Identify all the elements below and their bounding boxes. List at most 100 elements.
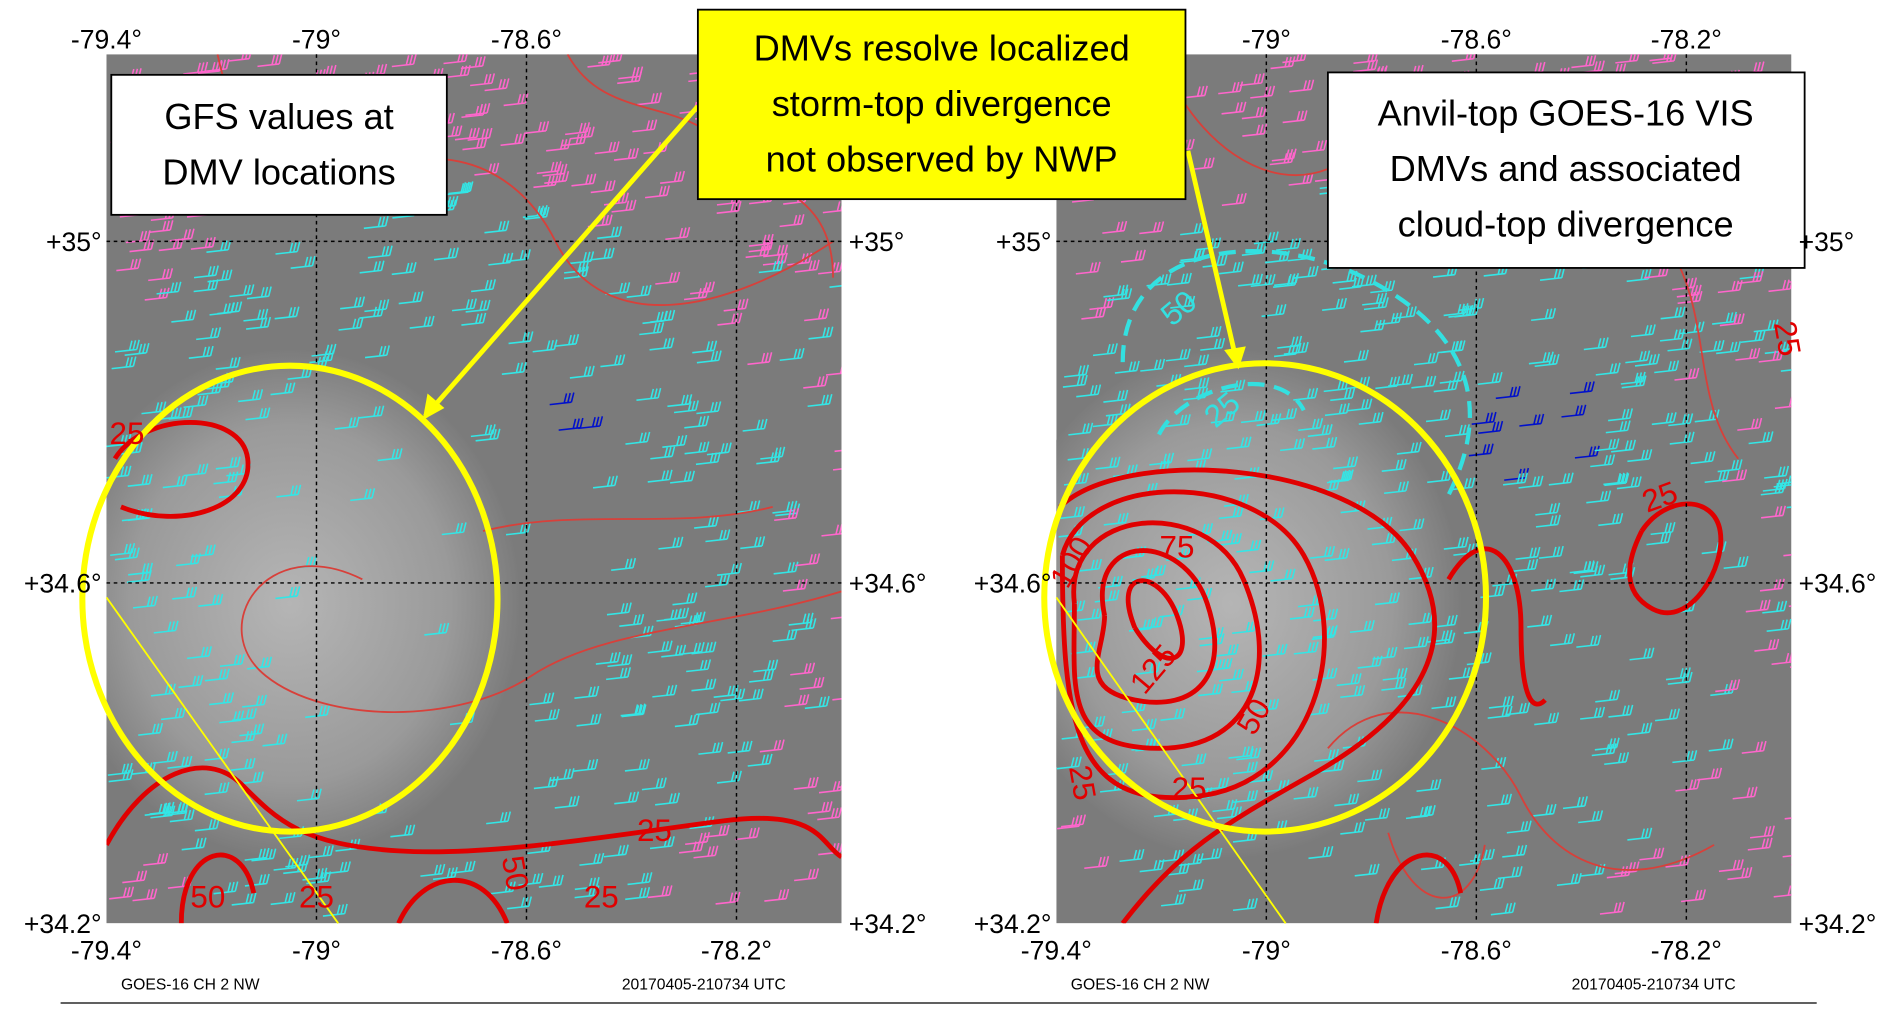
wind-barb	[1710, 683, 1736, 697]
wind-barb	[759, 739, 785, 753]
wind-barb	[275, 586, 301, 600]
wind-barb	[1362, 292, 1388, 306]
wind-barb	[390, 824, 416, 838]
contour-label: 25	[1062, 762, 1103, 802]
wind-barb	[662, 434, 688, 448]
wind-barb	[213, 881, 239, 895]
wind-barb	[1358, 411, 1384, 425]
wind-barb	[1180, 222, 1206, 236]
wind-barb	[445, 65, 471, 79]
wind-barb	[747, 352, 773, 366]
wind-barb	[1583, 337, 1609, 351]
wind-barb	[758, 260, 784, 274]
wind-barb	[448, 181, 474, 195]
wind-barb	[1610, 567, 1636, 581]
wind-barb	[619, 613, 645, 627]
wind-barb	[1207, 658, 1233, 672]
wind-barb	[1481, 756, 1507, 770]
contour-label: 25	[584, 880, 619, 915]
wind-barb	[691, 641, 717, 655]
wind-barb	[716, 770, 742, 784]
wind-barb	[661, 644, 687, 658]
wind-barb	[217, 301, 243, 315]
wind-barb	[1443, 303, 1469, 317]
wind-barb	[723, 298, 749, 312]
lat-label-right: +35°	[1799, 227, 1855, 257]
lat-label-left: +35°	[996, 227, 1052, 257]
wind-barb	[1717, 459, 1743, 473]
wind-barb	[290, 255, 316, 269]
wind-barb	[1738, 271, 1764, 285]
wind-barb	[1715, 679, 1741, 693]
wind-barb	[1280, 438, 1306, 452]
wind-barb	[696, 401, 722, 415]
wind-barb	[569, 365, 595, 379]
wind-barb	[1238, 273, 1263, 287]
wind-barb	[1312, 667, 1338, 681]
wind-barb	[441, 522, 467, 536]
wind-barb	[1184, 354, 1210, 368]
wind-barb	[1497, 866, 1523, 880]
wind-barb	[656, 608, 682, 622]
wind-barb	[1092, 343, 1118, 357]
wind-barb	[1357, 769, 1383, 783]
wind-barb	[1226, 436, 1252, 450]
wind-barb	[607, 654, 633, 668]
wind-barb	[1697, 767, 1723, 781]
wind-barb	[309, 350, 335, 364]
wind-barb	[1569, 381, 1595, 395]
wind-barb	[465, 299, 491, 313]
wind-barb	[110, 542, 136, 557]
wind-barb	[470, 73, 496, 87]
wind-barb	[606, 667, 632, 681]
annotation-text: GFS values at	[164, 96, 393, 137]
lon-label-top: -78.2°	[1651, 24, 1722, 54]
wind-barb	[1374, 592, 1400, 606]
wind-barb	[1089, 297, 1115, 311]
wind-barb	[302, 867, 328, 881]
wind-barb	[1579, 60, 1605, 74]
wind-barb	[1718, 859, 1744, 873]
wind-barb	[1391, 306, 1417, 320]
wind-barb	[779, 348, 805, 362]
wind-barb	[1363, 297, 1389, 311]
wind-barb	[684, 415, 710, 429]
wind-barb	[625, 431, 651, 445]
wind-barb	[231, 892, 257, 906]
wind-barb	[1178, 853, 1204, 867]
wind-barb	[549, 392, 575, 406]
wind-barb	[209, 692, 235, 706]
wind-barb	[600, 354, 626, 368]
wind-barb	[1488, 695, 1514, 709]
wind-barb	[1669, 431, 1695, 445]
wind-barb	[655, 792, 681, 806]
wind-barb	[1550, 633, 1576, 647]
wind-barb	[808, 326, 834, 340]
wind-barb	[1288, 172, 1314, 186]
wind-barb	[156, 281, 182, 295]
wind-barb	[1272, 407, 1298, 421]
contour-label: 25	[1172, 771, 1207, 806]
wind-barb	[642, 311, 668, 325]
wind-barb	[632, 119, 658, 133]
wind-barb	[1580, 863, 1606, 877]
wind-barb	[563, 266, 589, 280]
wind-barb	[1218, 81, 1244, 95]
wind-barb	[1677, 290, 1703, 305]
wind-barb	[143, 852, 169, 866]
wind-barb	[1102, 220, 1128, 234]
wind-barb	[1620, 371, 1646, 385]
wind-barb	[1388, 373, 1413, 387]
wind-barb	[747, 753, 773, 767]
wind-barb	[1483, 263, 1509, 277]
wind-barb	[667, 394, 693, 408]
wind-barb	[1360, 319, 1386, 333]
wind-barb	[172, 586, 198, 600]
lat-label-left: +34.6°	[974, 569, 1052, 599]
wind-barb	[1571, 55, 1597, 69]
wind-barb	[611, 557, 637, 571]
wind-barb	[1594, 438, 1620, 452]
wind-barb	[636, 387, 662, 401]
wind-barb	[1293, 265, 1319, 279]
wind-barb	[1289, 79, 1315, 93]
